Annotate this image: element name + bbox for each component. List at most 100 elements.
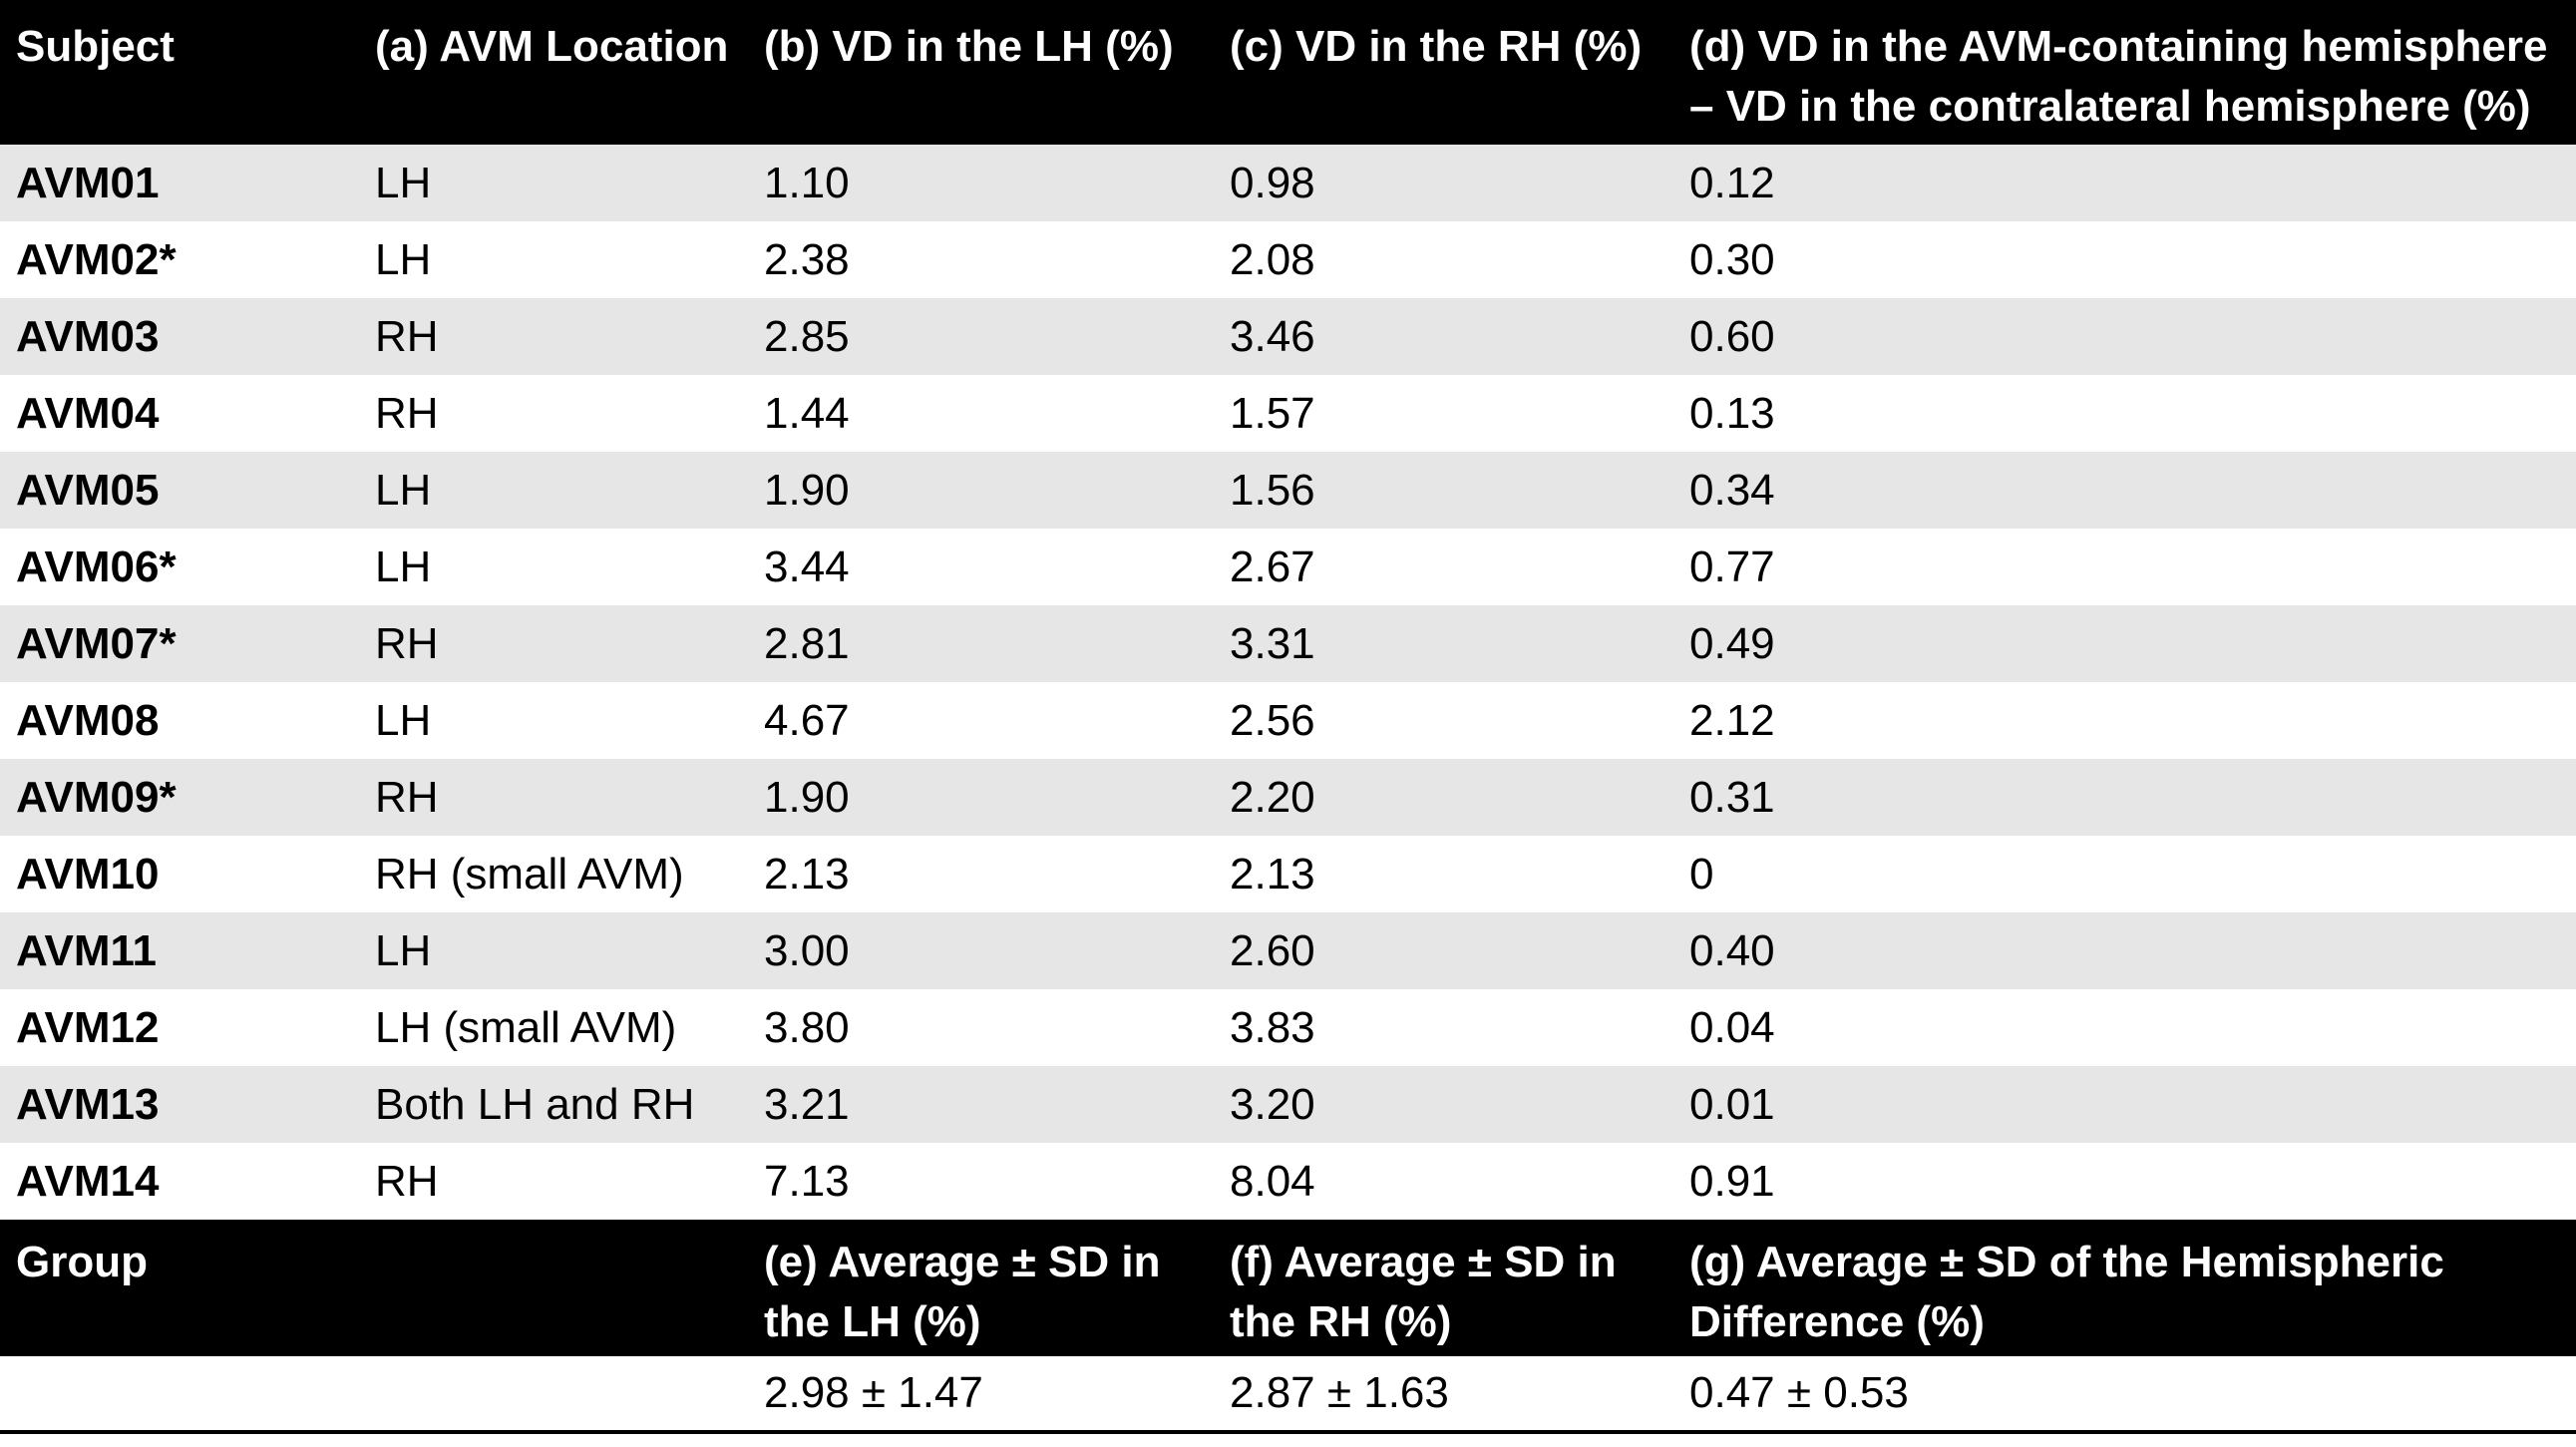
vd-lh-cell: 7.13 [764, 1156, 850, 1206]
table-row: AVM09* RH 1.90 2.20 0.31 [0, 759, 2576, 836]
subject-cell: AVM09* [0, 759, 359, 836]
location-cell: LH (small AVM) [375, 1002, 677, 1052]
vd-lh-cell: 3.80 [764, 1002, 850, 1052]
vd-rh-cell: 2.13 [1230, 849, 1315, 899]
vd-diff-cell: 0.40 [1673, 912, 2576, 989]
group-avg-lh-value: 2.98 ± 1.47 [748, 1356, 1214, 1434]
vd-lh-cell: 2.38 [764, 234, 850, 284]
vd-rh-cell: 3.83 [1230, 1002, 1315, 1052]
table-row: AVM04 RH 1.44 1.57 0.13 [0, 375, 2576, 452]
subject-cell: AVM01 [0, 145, 359, 221]
vd-rh-cell: 1.57 [1230, 388, 1315, 438]
table-row: AVM07* RH 2.81 3.31 0.49 [0, 605, 2576, 682]
subject-cell: AVM07* [0, 605, 359, 682]
vd-rh-cell: 1.56 [1214, 452, 1673, 529]
table-row: AVM11 LH 3.00 2.60 0.40 [0, 912, 2576, 989]
subject-cell: AVM14 [16, 1156, 160, 1206]
group-avg-rh-label: (f) Average ± SD in the RH (%) [1214, 1220, 1673, 1356]
group-avg-diff-label: (g) Average ± SD of the Hemispheric Diff… [1673, 1220, 2576, 1356]
vd-rh-cell: 2.56 [1230, 695, 1315, 745]
subject-cell: AVM10 [16, 849, 160, 899]
location-cell: RH (small AVM) [375, 849, 684, 899]
vd-diff-cell: 0.13 [1689, 388, 1775, 438]
subject-cell: AVM05 [0, 452, 359, 529]
group-average-row: 2.98 ± 1.47 2.87 ± 1.63 0.47 ± 0.53 [0, 1356, 2576, 1434]
vd-lh-cell: 1.90 [748, 759, 1214, 836]
table-row: AVM14 RH 7.13 8.04 0.91 [0, 1143, 2576, 1220]
location-cell: RH [359, 605, 748, 682]
vd-diff-cell: 0.60 [1673, 298, 2576, 375]
vd-lh-cell: 3.00 [748, 912, 1214, 989]
location-cell: LH [359, 912, 748, 989]
vd-diff-cell: 0.12 [1673, 145, 2576, 221]
vd-diff-cell: 2.12 [1689, 695, 1775, 745]
vd-lh-cell: 2.13 [764, 849, 850, 899]
vd-rh-cell: 2.60 [1214, 912, 1673, 989]
location-cell: RH [359, 298, 748, 375]
group-avg-rh-value: 2.87 ± 1.63 [1214, 1356, 1673, 1434]
header-vd-rh: (c) VD in the RH (%) [1214, 0, 1673, 145]
group-avg-lh-label: (e) Average ± SD in the LH (%) [748, 1220, 1214, 1356]
vd-rh-cell: 0.98 [1214, 145, 1673, 221]
vd-rh-cell: 3.46 [1214, 298, 1673, 375]
location-cell: RH [375, 388, 439, 438]
vd-lh-cell: 2.81 [748, 605, 1214, 682]
group-avg-diff-value: 0.47 ± 0.53 [1673, 1356, 2576, 1434]
vd-rh-cell: 3.31 [1214, 605, 1673, 682]
avg-empty-cell [359, 1356, 748, 1434]
vd-rh-cell: 2.08 [1230, 234, 1315, 284]
vd-lh-cell: 1.90 [748, 452, 1214, 529]
table-row: AVM08 LH 4.67 2.56 2.12 [0, 682, 2576, 759]
vd-lh-cell: 3.21 [748, 1066, 1214, 1143]
location-cell: LH [359, 145, 748, 221]
subject-cell: AVM12 [16, 1002, 160, 1052]
location-cell: RH [359, 759, 748, 836]
subject-rows: AVM01 LH 1.10 0.98 0.12 AVM02* LH 2.38 2… [0, 145, 2576, 1434]
vd-rh-cell: 2.67 [1230, 542, 1315, 591]
header-vd-difference: (d) VD in the AVM-containing hemisphere … [1673, 0, 2576, 145]
location-cell: LH [375, 695, 432, 745]
vd-lh-cell: 2.85 [748, 298, 1214, 375]
avg-empty-cell [0, 1356, 359, 1434]
header-vd-lh: (b) VD in the LH (%) [748, 0, 1214, 145]
subject-cell: AVM06* [16, 542, 177, 591]
subject-cell: AVM13 [0, 1066, 359, 1143]
header-row: Subject (a) AVM Location (b) VD in the L… [0, 0, 2576, 145]
group-header-row: Group (e) Average ± SD in the LH (%) (f)… [0, 1220, 2576, 1356]
vd-diff-cell: 0.30 [1689, 234, 1775, 284]
table-row: AVM05 LH 1.90 1.56 0.34 [0, 452, 2576, 529]
vd-rh-cell: 2.20 [1214, 759, 1673, 836]
vd-rh-cell: 3.20 [1214, 1066, 1673, 1143]
vd-diff-cell: 0.04 [1689, 1002, 1775, 1052]
subject-cell: AVM08 [16, 695, 160, 745]
vd-diff-cell: 0 [1689, 849, 1714, 899]
table-row: AVM12 LH (small AVM) 3.80 3.83 0.04 [0, 989, 2576, 1066]
vd-rh-cell: 8.04 [1230, 1156, 1315, 1206]
subject-cell: AVM03 [0, 298, 359, 375]
location-cell: LH [375, 542, 432, 591]
vd-diff-cell: 0.34 [1673, 452, 2576, 529]
location-cell: LH [375, 234, 432, 284]
subject-cell: AVM11 [0, 912, 359, 989]
vd-diff-cell: 0.91 [1689, 1156, 1775, 1206]
vd-lh-cell: 1.44 [764, 388, 850, 438]
header-avm-location: (a) AVM Location [359, 0, 748, 145]
group-empty-cell [359, 1220, 748, 1356]
table-row: AVM01 LH 1.10 0.98 0.12 [0, 145, 2576, 221]
vd-diff-cell: 0.01 [1673, 1066, 2576, 1143]
table-row: AVM02* LH 2.38 2.08 0.30 [0, 221, 2576, 298]
table-row: AVM03 RH 2.85 3.46 0.60 [0, 298, 2576, 375]
vd-lh-cell: 1.10 [748, 145, 1214, 221]
subject-cell: AVM02* [16, 234, 177, 284]
table-row: AVM10 RH (small AVM) 2.13 2.13 0 [0, 836, 2576, 912]
vd-lh-cell: 4.67 [764, 695, 850, 745]
vd-diff-cell: 0.77 [1689, 542, 1775, 591]
table-row: AVM13 Both LH and RH 3.21 3.20 0.01 [0, 1066, 2576, 1143]
subject-cell: AVM04 [16, 388, 160, 438]
location-cell: RH [375, 1156, 439, 1206]
group-label: Group [0, 1220, 359, 1356]
location-cell: LH [359, 452, 748, 529]
table-row: AVM06* LH 3.44 2.67 0.77 [0, 529, 2576, 605]
vd-diff-cell: 0.49 [1673, 605, 2576, 682]
